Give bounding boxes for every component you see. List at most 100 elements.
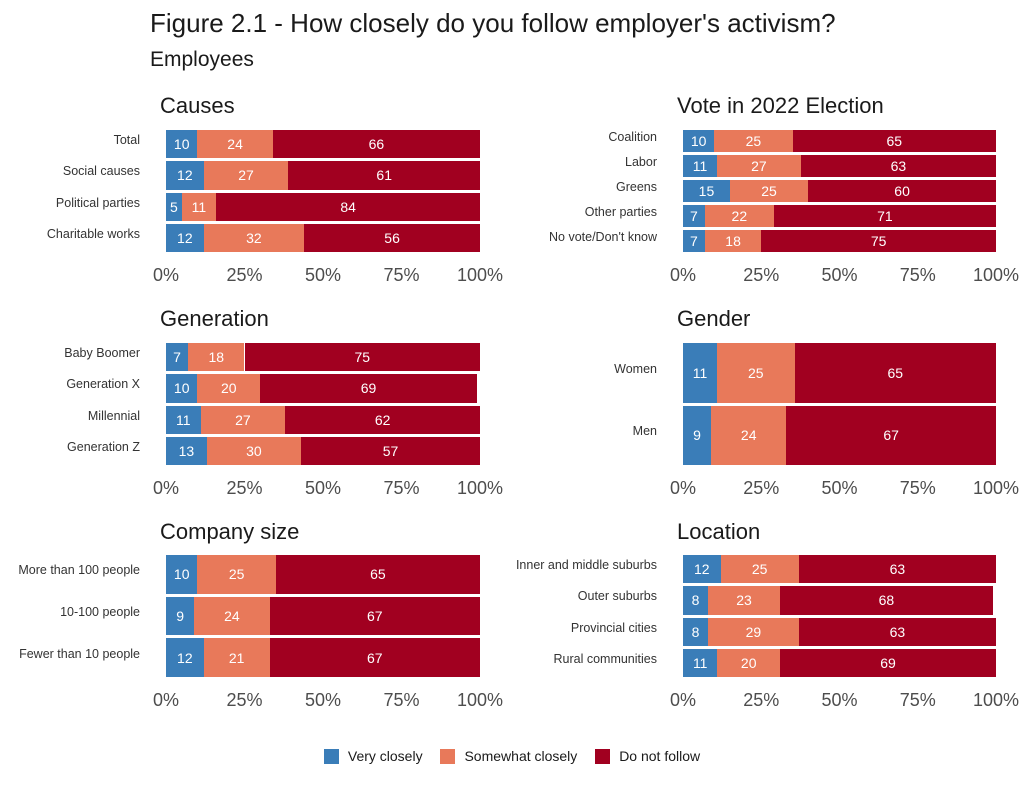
bar-segment-do-not-follow	[275, 555, 480, 594]
bar-segment-do-not-follow	[285, 405, 480, 434]
bar-value-label: 27	[238, 167, 254, 184]
category-label: Fewer than 10 people	[19, 646, 140, 661]
category-label: More than 100 people	[18, 563, 140, 578]
bar-segment-do-not-follow	[288, 161, 480, 190]
category-label: Political parties	[55, 195, 140, 210]
bar-segment-very-closely	[683, 648, 718, 677]
bar-value-label: 21	[228, 649, 245, 666]
x-tick-label: 25%	[743, 690, 780, 710]
bar-value-label: 75	[354, 349, 371, 366]
bar-value-label: 7	[690, 233, 698, 249]
bar-value-label: 25	[761, 183, 777, 199]
category-label: Greens	[616, 180, 657, 194]
bar-segment-somewhat-closely	[203, 638, 270, 677]
bar-segment-very-closely	[166, 405, 201, 434]
legend-label-very-closely: Very closely	[347, 748, 423, 764]
x-tick-label: 0%	[669, 478, 697, 498]
bar-value-label: 15	[698, 183, 715, 199]
bar-segment-very-closely	[166, 192, 182, 221]
bar-segment-somewhat-closely	[181, 192, 217, 221]
bar-segment-very-closely	[166, 161, 204, 190]
bar-value-label: 24	[227, 136, 243, 153]
category-label: 10-100 people	[60, 605, 140, 619]
bar-segment-very-closely	[683, 586, 709, 615]
bar-segment-somewhat-closely	[200, 405, 286, 434]
bar-segment-somewhat-closely	[708, 617, 799, 646]
bar-value-label: 27	[235, 411, 251, 428]
x-tick-label: 100%	[972, 265, 1020, 285]
bar-segment-very-closely	[166, 343, 188, 372]
x-tick-label: 25%	[226, 690, 263, 710]
bar-value-label: 65	[886, 133, 903, 149]
bar-value-label: 10	[173, 136, 190, 153]
category-label: Women	[614, 361, 657, 376]
bar-segment-do-not-follow	[798, 617, 996, 646]
bar-segment-very-closely	[166, 638, 204, 677]
bar-segment-somewhat-closely	[194, 596, 270, 636]
bar-value-label: 68	[878, 592, 895, 609]
x-tick-label: 50%	[304, 690, 342, 710]
bar-value-label: 18	[725, 233, 741, 249]
x-tick-label: 100%	[456, 690, 504, 710]
x-tick-label: 75%	[383, 478, 420, 498]
legend-item-somewhat-closely: Somewhat closely	[440, 748, 577, 764]
bar-value-label: 62	[374, 411, 391, 428]
bar-segment-somewhat-closely	[708, 586, 781, 615]
category-label: No vote/Don't know	[549, 230, 657, 244]
bar-value-label: 25	[745, 133, 762, 149]
bar-segment-do-not-follow	[269, 638, 480, 677]
category-label: Provincial cities	[570, 620, 657, 635]
bar-value-label: 56	[384, 229, 400, 246]
category-label: Generation Z	[67, 439, 140, 454]
bar-segment-somewhat-closely	[714, 130, 793, 152]
category-label: Outer suburbs	[577, 589, 657, 604]
bar-value-label: 11	[191, 198, 207, 215]
bar-value-label: 22	[731, 208, 748, 224]
bar-segment-do-not-follow	[786, 405, 996, 465]
bar-segment-do-not-follow	[269, 596, 480, 636]
bar-value-label: 11	[692, 158, 708, 174]
bar-value-label: 24	[740, 427, 757, 444]
category-label: Other parties	[584, 205, 657, 219]
bar-segment-somewhat-closely	[717, 343, 795, 403]
bar-value-label: 67	[367, 649, 383, 666]
bar-segment-very-closely	[683, 155, 718, 177]
bar-segment-somewhat-closely	[704, 205, 774, 227]
bar-segment-do-not-follow	[244, 343, 480, 372]
bar-value-label: 24	[224, 608, 240, 624]
x-tick-label: 0%	[152, 478, 180, 498]
x-tick-label: 100%	[456, 478, 504, 498]
x-tick-label: 75%	[899, 478, 936, 498]
bar-segment-do-not-follow	[798, 555, 996, 584]
bar-segment-very-closely	[683, 180, 730, 202]
legend-swatch-do-not-follow	[595, 748, 611, 764]
bar-segment-somewhat-closely	[704, 230, 762, 252]
panel-title-company-size: Company size	[160, 519, 300, 544]
bar-value-label: 7	[690, 208, 698, 224]
bar-segment-somewhat-closely	[197, 374, 261, 403]
bar-segment-very-closely	[683, 343, 718, 403]
bar-value-label: 30	[246, 442, 262, 459]
x-tick-label: 25%	[226, 478, 263, 498]
bar-segment-very-closely	[166, 596, 195, 636]
x-tick-label: 75%	[899, 690, 936, 710]
bar-segment-very-closely	[683, 555, 721, 584]
x-tick-label: 50%	[821, 265, 858, 285]
bar-value-label: 10	[690, 133, 707, 149]
category-label: Charitable works	[46, 226, 140, 241]
bar-value-label: 27	[751, 158, 767, 174]
bar-value-label: 20	[221, 380, 237, 397]
bar-value-label: 32	[246, 229, 262, 246]
x-tick-label: 0%	[152, 265, 180, 285]
bar-value-label: 12	[177, 649, 193, 666]
x-tick-label: 75%	[383, 690, 420, 710]
x-tick-label: 75%	[383, 265, 420, 285]
x-tick-label: 100%	[972, 478, 1020, 498]
category-label: Labor	[625, 155, 657, 169]
bar-value-label: 57	[382, 442, 399, 459]
category-label: Inner and middle suburbs	[515, 558, 657, 573]
bar-value-label: 63	[889, 561, 906, 578]
bar-value-label: 84	[340, 198, 356, 215]
x-tick-label: 0%	[669, 265, 697, 285]
bar-segment-do-not-follow	[794, 343, 996, 403]
